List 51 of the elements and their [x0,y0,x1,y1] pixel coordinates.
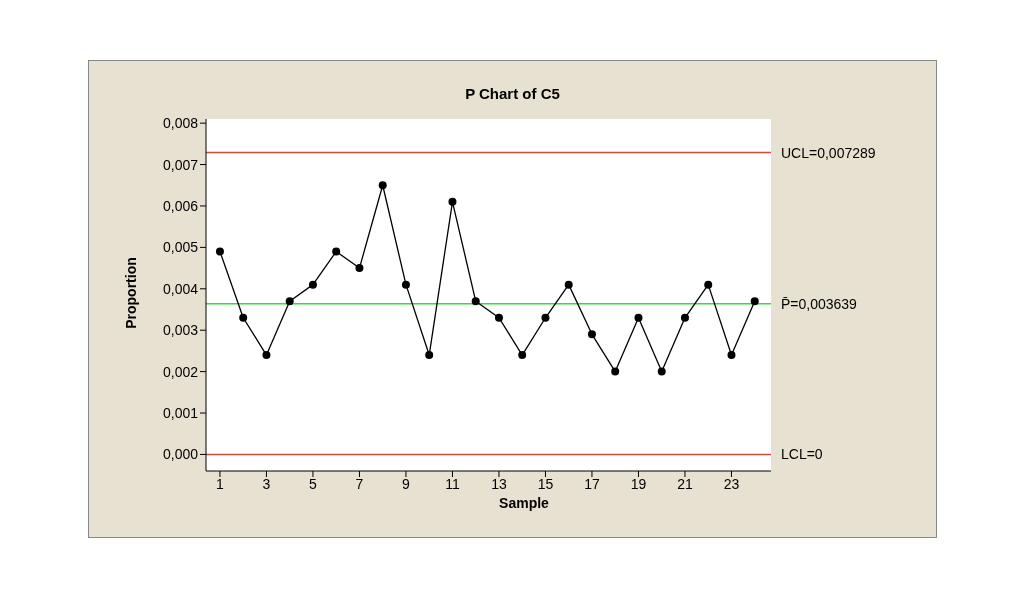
x-tick-label: 3 [262,475,271,492]
y-tick-label: 0,004 [162,280,199,297]
x-tick-label: 15 [537,475,554,492]
point [494,313,503,322]
x-tick-label: 5 [309,475,318,492]
y-tick-label: 0,005 [162,239,199,256]
point [285,297,294,306]
point [239,313,248,322]
y-tick-label: 0,002 [162,363,199,380]
point [355,264,364,273]
x-axis-title: Sample [498,495,550,511]
x-tick-label: 23 [723,475,740,492]
point [634,313,643,322]
point [401,280,410,289]
point [750,297,759,306]
point [611,367,620,376]
y-tick-label: 0,006 [162,197,199,214]
x-tick-label: 7 [355,475,364,492]
y-axis-title: Proportion [123,257,139,329]
chart-title: P Chart of C5 [464,85,561,102]
ref-line-label: LCL=0 [781,446,823,463]
point [704,280,713,289]
y-tick-label: 0,007 [162,156,199,173]
point [587,330,596,339]
point [727,351,736,360]
point [425,351,434,360]
point [215,247,224,256]
x-tick-label: 9 [402,475,411,492]
x-tick-label: 11 [445,475,460,492]
point [332,247,341,256]
point [657,367,666,376]
y-tick-label: 0,003 [162,322,199,339]
point [448,197,457,206]
x-tick-label: 17 [584,475,600,492]
point [471,297,480,306]
y-tick-label: 0,008 [162,115,199,132]
y-tick-label: 0,000 [162,446,199,463]
y-tick-label: 0,001 [162,404,199,421]
ref-line-label: UCL=0,007289 [781,144,876,161]
point [564,280,573,289]
x-tick-label: 1 [216,475,225,492]
point [262,351,271,360]
point [518,351,527,360]
point [680,313,689,322]
point [541,313,550,322]
ref-line-label: P̄=0,003639 [781,295,858,312]
x-tick-label: 19 [630,475,647,492]
x-tick-label: 13 [491,475,507,492]
point [308,280,317,289]
point [378,181,387,190]
x-tick-label: 21 [677,475,693,492]
